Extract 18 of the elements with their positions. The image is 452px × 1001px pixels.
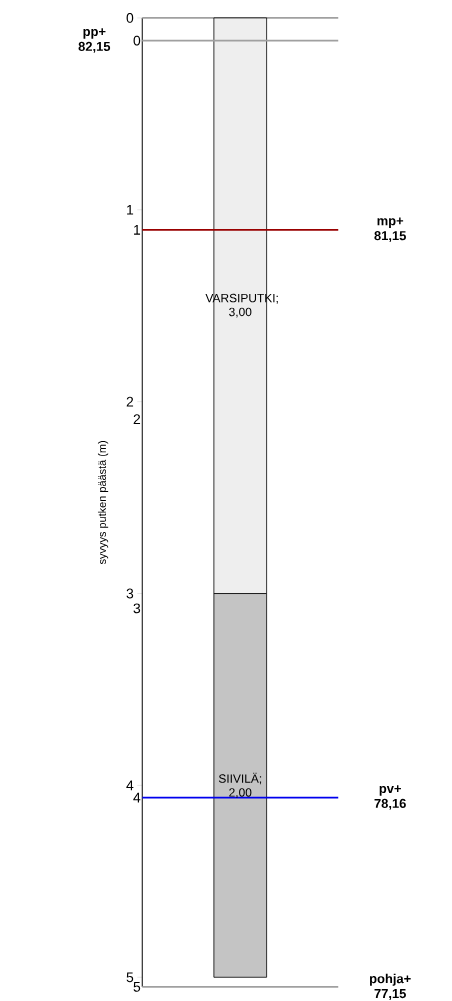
y-tick-label: 0 bbox=[126, 12, 134, 23]
y-tick-label: 1 bbox=[127, 205, 134, 215]
y-axis-title: syvyys putken päästä (m) bbox=[98, 441, 109, 565]
y-tick-label: 4 bbox=[126, 780, 134, 791]
y2-tick-label: 2 bbox=[133, 414, 141, 424]
y2-tick-label: 5 bbox=[133, 982, 141, 992]
y2-tick-label: 3 bbox=[133, 603, 141, 614]
y-tick-label: 3 bbox=[126, 588, 134, 599]
y2-tick-label: 1 bbox=[134, 225, 141, 235]
y-tick-label: 5 bbox=[126, 972, 134, 983]
data-label: SIIVILÄ; 2,00 bbox=[219, 772, 262, 799]
ref-line-label: pohja+ 77,15 bbox=[370, 973, 411, 1001]
ref-line-label: pp+ 82,15 bbox=[78, 28, 111, 53]
ref-line-label: mp+ 81,15 bbox=[374, 217, 407, 243]
y-tick-label: 2 bbox=[126, 396, 134, 407]
ref-line-label: pv+ 78,16 bbox=[374, 785, 407, 810]
y2-tick-label: 0 bbox=[133, 35, 141, 46]
y2-tick-label: 4 bbox=[133, 792, 141, 803]
